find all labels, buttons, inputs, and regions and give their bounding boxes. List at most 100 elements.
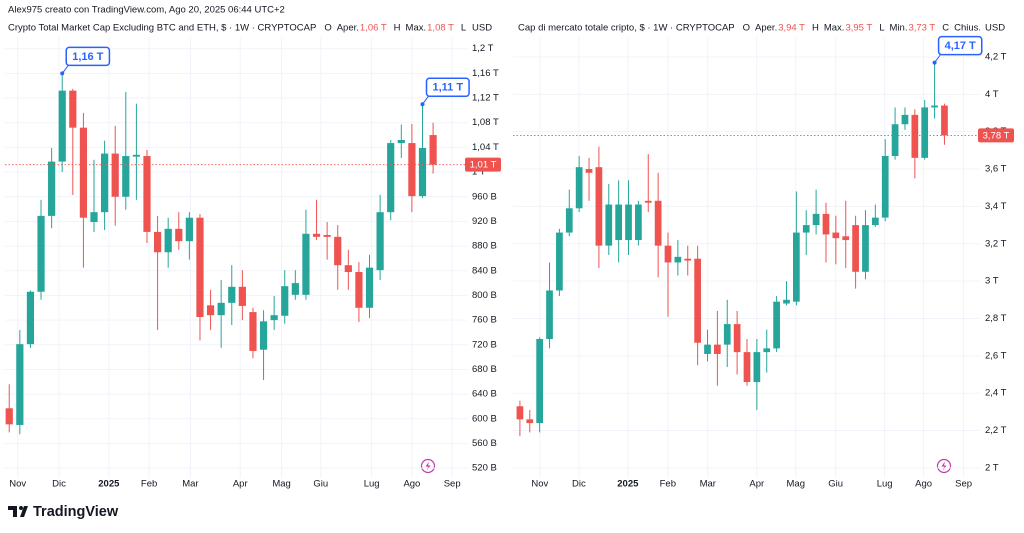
annotation-label: 1,11 T [432,82,463,94]
candle-body [270,315,278,321]
tradingview-logo: TradingView [8,504,119,520]
candle-body [901,114,909,125]
x-tick-label: Mar [182,479,198,490]
y-tick-label: 1,16 T [472,68,499,79]
candle-body [733,324,741,353]
candle-body [69,90,77,128]
legend-name: Min. [890,23,908,34]
candle-body [615,204,622,241]
candle-body [48,161,56,216]
y-tick-label: 1,12 T [472,93,499,104]
x-tick-label: 2025 [98,479,120,490]
annotation-label: 4,17 T [945,40,976,52]
y-tick-label: 600 B [472,413,497,424]
x-tick-label: Feb [141,479,157,490]
legend-name: Aper. [337,23,359,34]
candle-body [365,267,374,308]
legend-name: Aper. [755,23,777,34]
candle-body [575,167,583,209]
last-price-box [978,128,1014,143]
legend-value: 1,06 T [360,23,387,34]
y-tick-label: 2 T [985,462,999,473]
bolt [425,461,431,471]
x-tick-label: Sep [444,479,461,490]
candle-body [206,305,215,316]
candle-body [852,225,859,272]
y-tick-label: 2,4 T [985,388,1007,399]
y-tick-label: 2,2 T [985,425,1007,436]
candle-body [822,213,830,235]
candle-body [694,258,701,343]
legend-letter: L [879,23,884,34]
candle-body [743,352,751,382]
legend-letter: H [394,23,401,34]
x-tick-label: Giu [828,479,843,490]
bolt-icon [420,458,436,474]
candle-body [408,143,416,197]
x-tick-label: Mag [272,479,290,490]
candle-body [684,258,692,261]
y-tick-label: 3,6 T [985,164,1007,175]
candle-body [355,271,363,308]
candle-body [376,212,384,271]
candle-body [921,107,929,158]
candle-body [526,419,534,424]
legend-letter: O [743,23,750,34]
candle-body [802,225,810,233]
logo-text: TradingView [33,504,119,520]
legend-letter: O [324,23,331,34]
candle-body [312,233,321,237]
candle-body [185,217,193,242]
candle-body [941,105,948,136]
legend-value: 3,94 T [778,23,805,34]
y-tick-label: 3,2 T [985,238,1007,249]
x-tick-label: 2025 [617,479,639,490]
candle-body [90,212,98,223]
y-tick-label: 1 T [472,167,486,178]
candle-body [644,200,652,203]
y-tick-label: 1,2 T [472,43,494,54]
candle-body [625,204,632,241]
y-tick-label: 800 B [472,290,497,301]
y-tick-label: 4,2 T [985,52,1007,63]
legend-letter: H [812,23,819,34]
x-tick-label: Sep [955,479,972,490]
axis-unit: USD [985,23,1005,34]
y-tick-label: 1,04 T [472,142,499,153]
candle-body [556,232,563,291]
legend-letter: C [942,23,949,34]
candle-body [585,169,593,173]
y-tick-label: 4 T [985,89,999,100]
axis-unit: USD [472,23,492,34]
x-tick-label: Mar [700,479,716,490]
candle-body [763,348,771,353]
y-tick-label: 880 B [472,241,497,252]
y-tick-label: 840 B [472,265,497,276]
x-tick-label: Ago [403,479,420,490]
x-tick-label: Lug [364,479,380,490]
candle-body [536,339,544,424]
candle-body [664,245,672,263]
chart-title: Crypto Total Market Cap Excluding BTC an… [8,23,316,34]
candle-body [862,225,869,272]
last-price-label: 1,01 T [470,160,497,171]
bolt-circle [420,458,436,474]
legend-name: Max. [824,23,845,34]
y-tick-label: 960 B [472,191,497,202]
candle-body [674,256,682,263]
x-tick-label: Ago [915,479,932,490]
y-tick-label: 640 B [472,389,497,400]
candle-body [723,324,731,345]
candle-body [397,140,405,144]
x-tick-label: Dic [52,479,66,490]
y-tick-label: 920 B [472,216,497,227]
candle-body [931,105,938,108]
annotation-box [65,46,111,67]
candle-body [812,213,820,226]
x-tick-label: Nov [9,479,26,490]
candle-body [249,312,257,351]
candle-body [635,204,642,241]
bolt [941,461,947,471]
annotation-label: 1,16 T [72,51,103,63]
